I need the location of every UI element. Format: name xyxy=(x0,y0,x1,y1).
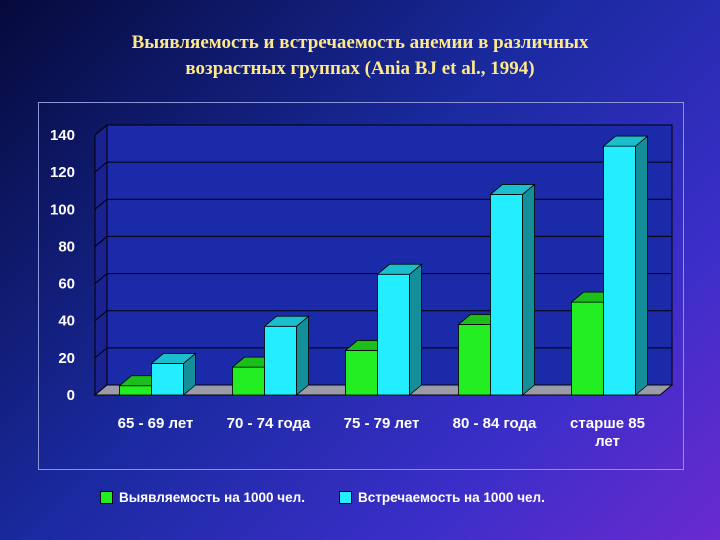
y-tick-label: 40 xyxy=(58,313,75,330)
bar-top xyxy=(489,184,536,195)
legend-item-detection: Выявляемость на 1000 чел. xyxy=(100,490,305,505)
y-tick-label: 20 xyxy=(58,350,75,367)
y-tick-label: 100 xyxy=(50,201,75,218)
gridline xyxy=(94,273,672,284)
y-tick-label: 140 xyxy=(50,127,75,144)
bar-side xyxy=(296,315,309,396)
legend-label-detection: Выявляемость на 1000 чел. xyxy=(119,489,305,505)
bar-front xyxy=(490,194,523,396)
gridline xyxy=(94,161,672,173)
bar-front xyxy=(571,301,604,396)
chart-title-line-1: Выявляемость и встречаемость анемии в ра… xyxy=(131,32,589,53)
chart-frame xyxy=(38,102,684,470)
x-category-label: лет xyxy=(595,433,620,450)
x-category-label: 65 - 69 лет xyxy=(118,415,194,432)
bar-top xyxy=(263,315,310,327)
chart-title-line-2: возрастных группах (Ania BJ et al., 1994… xyxy=(185,58,535,79)
gridline xyxy=(94,235,672,247)
bar-side xyxy=(635,135,648,396)
legend-swatch-green xyxy=(100,490,113,504)
bar-front xyxy=(345,350,378,396)
x-category-label: старше 85 xyxy=(570,415,645,432)
bar-front xyxy=(603,145,636,396)
bar-side xyxy=(409,263,422,396)
bar-front xyxy=(232,366,265,396)
y-tick-label: 60 xyxy=(58,276,75,293)
y-tick-label: 120 xyxy=(50,164,75,181)
chart-title: Выявляемость и встречаемость анемии в ра… xyxy=(40,30,680,82)
x-category-label: 80 - 84 года xyxy=(453,415,537,432)
chart-legend: Выявляемость на 1000 чел. Встречаемость … xyxy=(100,487,545,507)
y-tick-label: 0 xyxy=(67,387,75,404)
gridline xyxy=(94,198,672,210)
bar-side xyxy=(522,183,535,396)
x-category-label: 70 - 74 года xyxy=(227,415,311,432)
bar-top xyxy=(376,263,423,275)
y-tick-label: 80 xyxy=(58,238,75,255)
legend-swatch-cyan xyxy=(338,490,352,504)
gridline xyxy=(94,310,672,322)
bar-front xyxy=(264,325,297,396)
bar-top xyxy=(150,353,197,364)
bar-top xyxy=(602,135,649,147)
bar-front xyxy=(119,385,152,396)
gridline xyxy=(94,124,672,136)
plot-side-wall xyxy=(94,123,108,397)
legend-label-occurrence: Встречаемость на 1000 чел. xyxy=(357,489,545,505)
legend-item-occurrence: Встречаемость на 1000 чел. xyxy=(338,489,545,505)
x-category-label: 75 - 79 лет xyxy=(344,415,420,432)
bar-front xyxy=(458,324,491,396)
bar-front xyxy=(377,273,410,396)
bar-front xyxy=(151,363,184,396)
